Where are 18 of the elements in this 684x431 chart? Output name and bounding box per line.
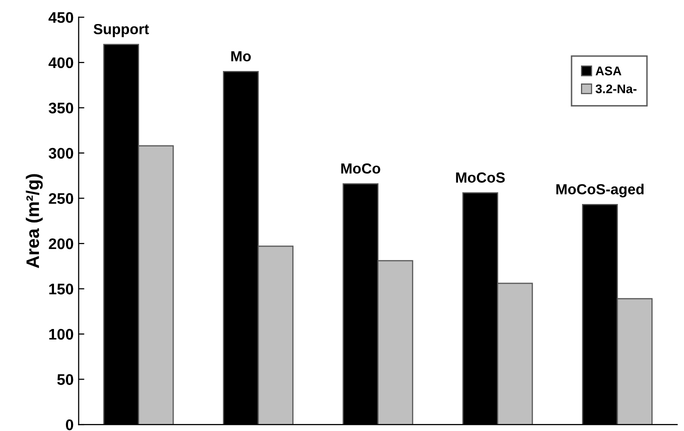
y-tick-label: 250 [48, 193, 74, 204]
x-tick-label: MoCoS [456, 172, 505, 183]
x-tick-label: Mo [231, 51, 251, 62]
x-tick-label: Support [94, 24, 149, 38]
y-tick-label: 300 [48, 148, 74, 159]
y-tick-label: 400 [48, 57, 74, 68]
y-tick-label: 350 [48, 102, 74, 114]
y-tick-label: 200 [48, 238, 74, 250]
legend-label: ASA [596, 66, 622, 76]
y-tick-label: 100 [49, 328, 74, 340]
y-tick-label: 450 [48, 12, 74, 23]
legend-label: 3.2-Na- [596, 84, 636, 94]
x-tick-label: MoCo [341, 163, 380, 174]
x-tick-label: MoCoS-aged [556, 184, 644, 198]
y-axis-title: Area (m²/g) [26, 174, 43, 268]
y-tick-label: 50 [57, 374, 74, 385]
y-tick-label: 150 [49, 284, 74, 294]
y-tick-label: 0 [66, 419, 74, 430]
